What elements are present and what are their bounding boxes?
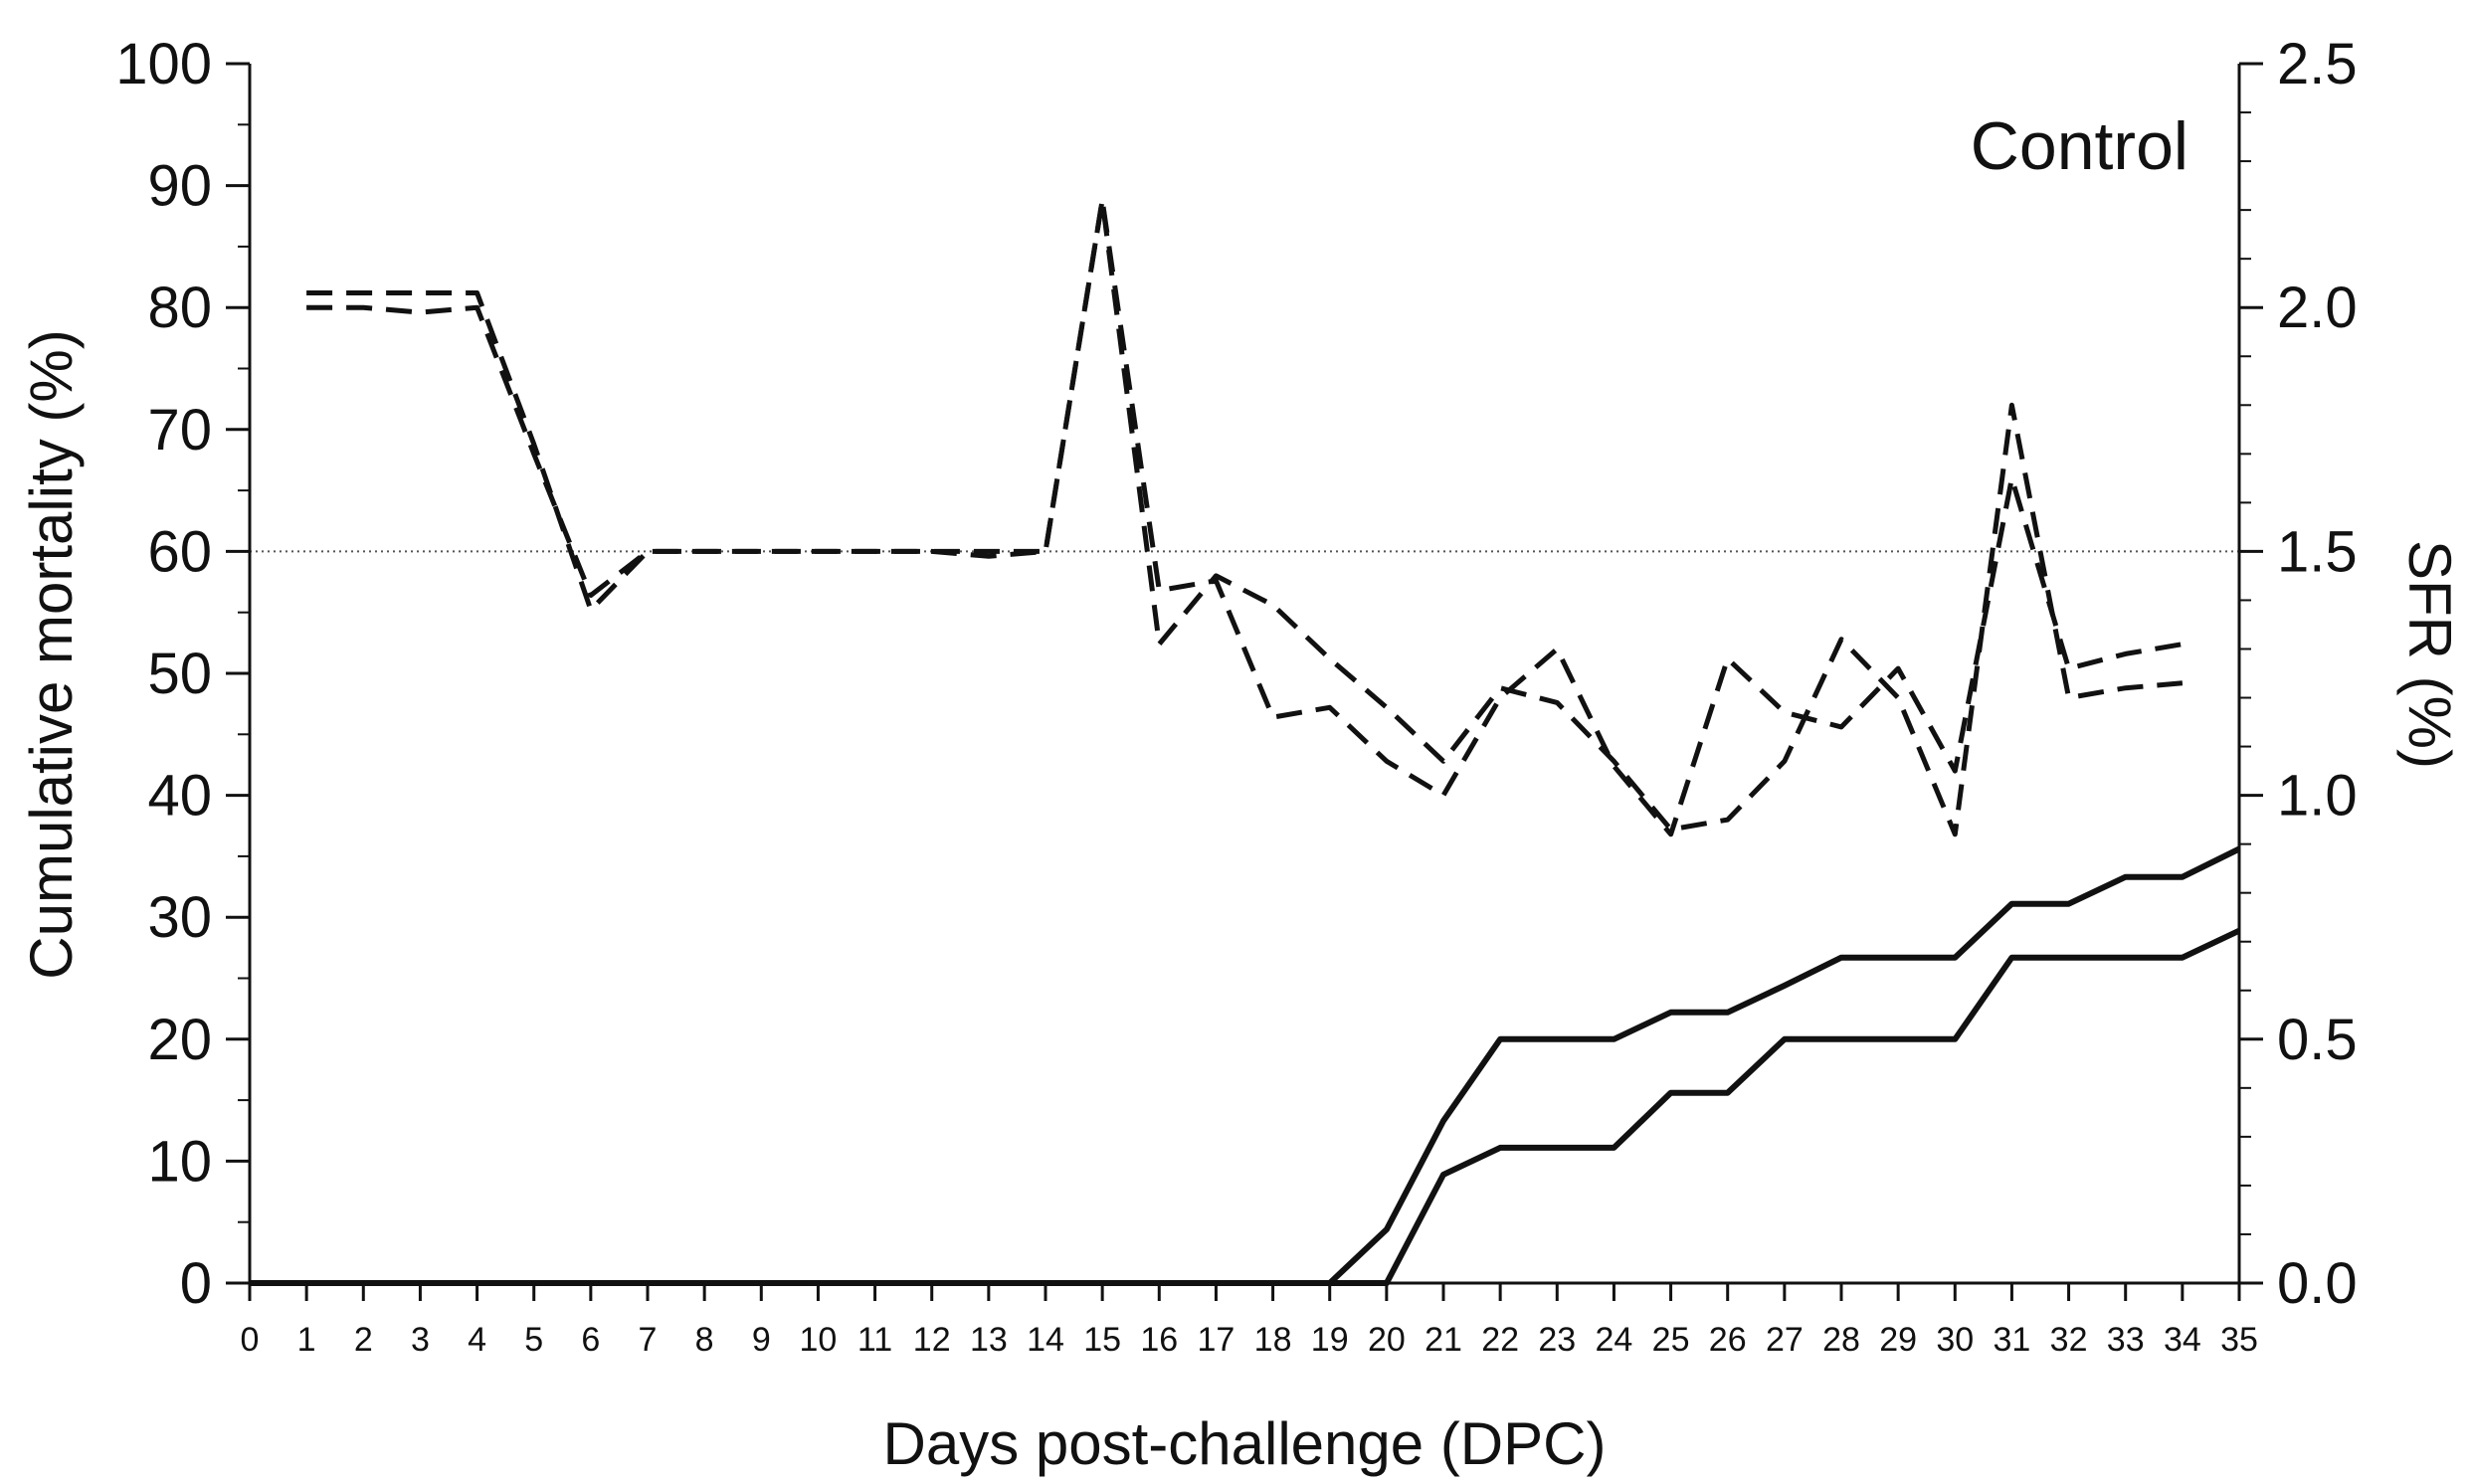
- y-left-tick-label: 90: [147, 154, 212, 219]
- y-left-tick-label: 0: [180, 1251, 212, 1316]
- x-tick-label: 28: [1822, 1321, 1860, 1359]
- x-tick-label: 22: [1481, 1321, 1519, 1359]
- y-right-tick-label: 1.5: [2277, 519, 2358, 584]
- y-right-tick-label: 2.5: [2277, 32, 2358, 96]
- x-tick-label: 24: [1596, 1321, 1633, 1359]
- y-left-tick-label: 40: [147, 764, 212, 829]
- x-tick-label: 4: [468, 1321, 486, 1359]
- x-tick-label: 8: [695, 1321, 714, 1359]
- x-tick-label: 15: [1083, 1321, 1121, 1359]
- x-tick-label: 6: [581, 1321, 600, 1359]
- x-tick-label: 1: [297, 1321, 316, 1359]
- x-tick-label: 30: [1936, 1321, 1974, 1359]
- series-line-1: [250, 845, 2241, 1286]
- x-tick-label: 12: [913, 1321, 951, 1359]
- series-line-3: [306, 197, 2184, 837]
- x-tick-label: 17: [1198, 1321, 1236, 1359]
- x-tick-label: 3: [411, 1321, 430, 1359]
- x-tick-label: 34: [2164, 1321, 2201, 1359]
- y-right-tick-label: 0.0: [2277, 1251, 2358, 1316]
- x-tick-label: 11: [857, 1321, 892, 1359]
- y-right-tick-label: 2.0: [2277, 276, 2358, 340]
- x-tick-label: 16: [1140, 1321, 1178, 1359]
- y-left-tick-label: 100: [115, 32, 212, 96]
- y-left-tick-label: 70: [147, 398, 212, 463]
- x-tick-label: 32: [2050, 1321, 2088, 1359]
- x-tick-label: 13: [970, 1321, 1008, 1359]
- series-line-2: [250, 927, 2241, 1286]
- x-tick-label: 0: [241, 1321, 260, 1359]
- ticks-layer: 01020304050607080901000.00.51.01.52.02.5…: [115, 32, 2357, 1359]
- x-tick-label: 19: [1311, 1321, 1349, 1359]
- y-left-axis-title: Cumulative mortality (%): [18, 329, 85, 979]
- x-tick-label: 14: [1027, 1321, 1064, 1359]
- x-tick-label: 33: [2107, 1321, 2145, 1359]
- x-tick-label: 31: [1994, 1321, 2031, 1359]
- y-left-tick-label: 10: [147, 1129, 212, 1194]
- x-tick-label: 25: [1652, 1321, 1690, 1359]
- x-tick-label: 20: [1368, 1321, 1406, 1359]
- x-tick-label: 21: [1425, 1321, 1462, 1359]
- x-tick-label: 27: [1766, 1321, 1804, 1359]
- x-tick-label: 23: [1538, 1321, 1576, 1359]
- y-left-tick-label: 20: [147, 1008, 212, 1072]
- x-tick-label: 5: [524, 1321, 543, 1359]
- series-line-4: [306, 197, 2184, 837]
- x-tick-label: 9: [752, 1321, 771, 1359]
- x-tick-label: 7: [639, 1321, 658, 1359]
- x-tick-label: 18: [1254, 1321, 1292, 1359]
- panel-label: Control: [1971, 108, 2188, 184]
- y-left-tick-label: 30: [147, 885, 212, 950]
- y-left-tick-label: 50: [147, 642, 212, 706]
- x-tick-label: 26: [1709, 1321, 1747, 1359]
- x-tick-label: 35: [2220, 1321, 2258, 1359]
- y-right-axis-title: SFR (%): [2396, 540, 2463, 769]
- y-left-tick-label: 80: [147, 276, 212, 340]
- axes-layer: [248, 64, 2241, 1285]
- x-tick-label: 10: [800, 1321, 838, 1359]
- y-right-tick-label: 1.0: [2277, 764, 2358, 829]
- x-axis-title: Days post-challenge (DPC): [883, 1410, 1607, 1477]
- y-right-tick-label: 0.5: [2277, 1008, 2358, 1072]
- series-layer: [250, 197, 2241, 1286]
- x-tick-label: 2: [354, 1321, 373, 1359]
- y-left-tick-label: 60: [147, 519, 212, 584]
- x-tick-label: 29: [1879, 1321, 1917, 1359]
